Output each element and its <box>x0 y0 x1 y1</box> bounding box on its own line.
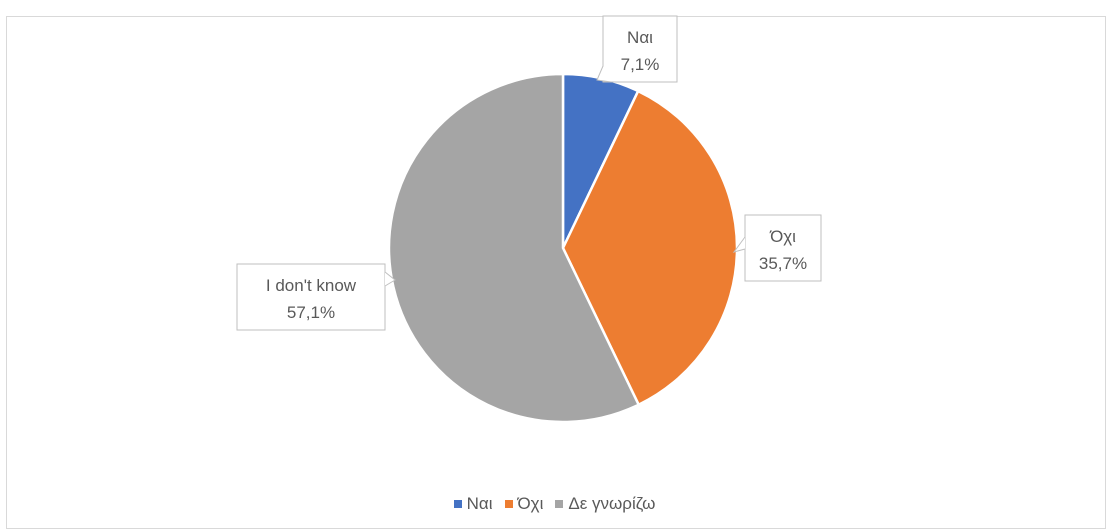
legend-swatch-nai <box>453 500 462 508</box>
data-label-nai: Ναι 7,1% <box>596 15 678 83</box>
legend-item-de-gnorizo: Δε γνωρίζω <box>555 494 655 514</box>
legend-item-nai: Ναι <box>453 494 493 514</box>
data-label-de-gnorizo: I don't know 57,1% <box>236 263 396 331</box>
data-label-nai-value: 7,1% <box>621 55 660 74</box>
legend-label-de-gnorizo: Δε γνωρίζω <box>568 494 656 513</box>
data-label-de-gnorizo-pointer <box>384 271 396 287</box>
data-label-ochi-pointer <box>732 236 746 253</box>
data-label-nai-category: Ναι <box>627 28 653 47</box>
slice-de-gnorizo <box>387 72 641 424</box>
legend-item-ochi: Όχι <box>504 494 544 514</box>
data-label-nai-pointer <box>596 65 612 83</box>
data-label-ochi-category: Όχι <box>769 227 796 246</box>
data-label-ochi-box <box>744 214 822 282</box>
legend-swatch-de-gnorizo <box>555 500 564 508</box>
data-label-de-gnorizo-category: I don't know <box>266 276 357 295</box>
data-label-de-gnorizo-value: 57,1% <box>287 303 335 322</box>
legend-label-nai: Ναι <box>466 494 493 513</box>
legend-swatch-ochi <box>504 500 513 508</box>
data-label-nai-box <box>602 15 678 83</box>
data-label-ochi-value: 35,7% <box>759 254 807 273</box>
legend-label-ochi: Όχι <box>517 494 544 513</box>
chart-legend: Ναι Όχι Δε γνωρίζω <box>0 494 1109 514</box>
data-label-ochi: Όχι 35,7% <box>732 214 822 282</box>
data-label-de-gnorizo-box <box>236 263 386 331</box>
